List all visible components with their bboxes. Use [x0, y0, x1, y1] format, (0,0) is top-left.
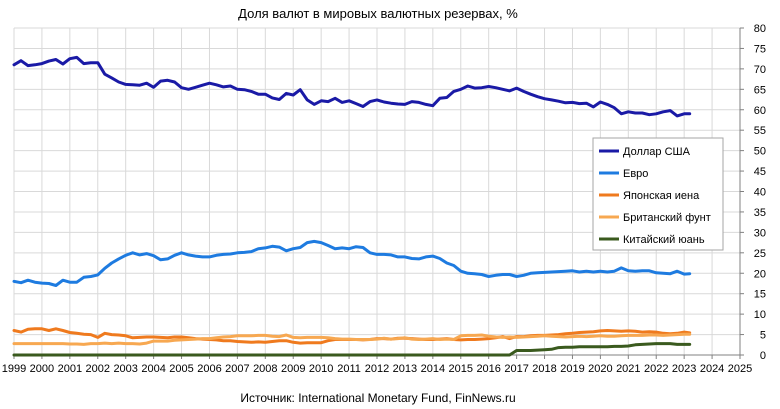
- y-tick-label: 55: [754, 125, 766, 137]
- y-tick-label: 0: [760, 350, 766, 362]
- x-tick-label: 2010: [309, 363, 333, 375]
- y-tick-label: 80: [754, 23, 766, 35]
- x-tick-label: 2023: [672, 363, 696, 375]
- x-tick-label: 2021: [616, 363, 640, 375]
- x-tick-label: 2013: [393, 363, 417, 375]
- x-tick-label: 2004: [141, 363, 165, 375]
- legend-label: Японская иена: [623, 190, 700, 202]
- legend-label: Евро: [623, 168, 648, 180]
- x-tick-label: 2016: [476, 363, 500, 375]
- y-tick-label: 30: [754, 227, 766, 239]
- x-tick-label: 2002: [86, 363, 110, 375]
- series-line-5: [12, 342, 692, 357]
- x-tick-label: 2015: [449, 363, 473, 375]
- series-group: [12, 55, 692, 357]
- y-tick-label: 35: [754, 207, 766, 219]
- legend: Доллар США Евро Японская иена Британский фу…: [592, 137, 724, 251]
- x-tick-label: 2024: [700, 363, 724, 375]
- series-line-1: [12, 55, 692, 118]
- x-tick-label: 2005: [169, 363, 193, 375]
- chart-source: Источник: International Monetary Fund, F…: [240, 391, 515, 405]
- chart-title: Доля валют в мировых валютных резервах, …: [238, 6, 518, 21]
- x-axis: 1999 2000 2001 2002 2003 2004 2005 2006 2007 2008…: [2, 355, 752, 375]
- legend-label: Китайский юань: [623, 234, 705, 246]
- y-tick-label: 50: [754, 146, 766, 158]
- series-line-2: [12, 239, 692, 287]
- x-tick-label: 2025: [728, 363, 752, 375]
- y-tick-label: 45: [754, 166, 766, 178]
- x-tick-label: 2009: [281, 363, 305, 375]
- x-tick-label: 2007: [225, 363, 249, 375]
- legend-label: Британский фунт: [623, 212, 711, 224]
- y-tick-label: 25: [754, 248, 766, 260]
- x-tick-label: 1999: [2, 363, 26, 375]
- x-tick-label: 2006: [197, 363, 221, 375]
- x-tick-label: 2001: [58, 363, 82, 375]
- x-tick-label: 2018: [532, 363, 556, 375]
- x-tick-label: 2008: [253, 363, 277, 375]
- x-tick-label: 2011: [337, 363, 361, 375]
- x-tick-label: 2019: [560, 363, 584, 375]
- y-tick-label: 65: [754, 84, 766, 96]
- y-tick-label: 75: [754, 43, 766, 55]
- x-tick-label: 2020: [588, 363, 612, 375]
- series-line-4: [12, 332, 692, 346]
- y-tick-label: 15: [754, 289, 766, 301]
- y-axis: 0 5 10 15 20 25 30 35 40 45 50 55 60 65 70 75 80: [740, 23, 766, 362]
- x-tick-label: 2014: [421, 363, 445, 375]
- legend-label: Доллар США: [623, 146, 691, 158]
- y-tick-label: 5: [760, 330, 766, 342]
- y-tick-label: 60: [754, 105, 766, 117]
- y-tick-label: 10: [754, 309, 766, 321]
- x-tick-label: 2003: [113, 363, 137, 375]
- x-tick-label: 2000: [30, 363, 54, 375]
- y-tick-label: 20: [754, 268, 766, 280]
- x-tick-label: 2022: [644, 363, 668, 375]
- y-tick-label: 70: [754, 64, 766, 76]
- x-tick-label: 2017: [504, 363, 528, 375]
- y-tick-label: 40: [754, 187, 766, 199]
- x-tick-label: 2012: [365, 363, 389, 375]
